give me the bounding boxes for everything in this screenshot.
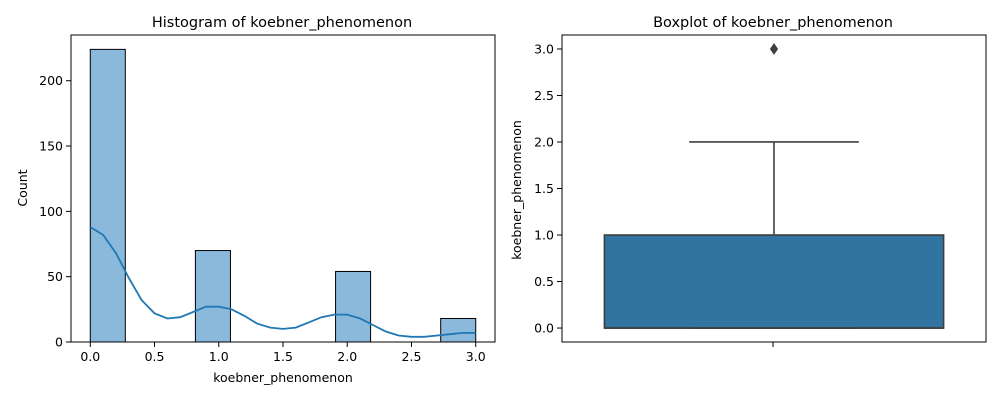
histogram-y-ticks: 0 50 100 150 200 xyxy=(39,73,71,350)
histogram-x-tick-label-3: 1.5 xyxy=(273,349,293,364)
histogram-bar-2 xyxy=(335,270,372,343)
histogram-bar-3 xyxy=(440,317,477,343)
histogram-y-tick-label-2: 100 xyxy=(39,204,63,219)
boxplot-box xyxy=(603,234,945,329)
histogram-x-tick-label-5: 2.5 xyxy=(402,349,422,364)
histogram-bar-0 xyxy=(89,48,126,343)
histogram-x-tick-label-0: 0.0 xyxy=(80,349,100,364)
boxplot-y-ticks: 0.0 0.5 1.0 1.5 2.0 2.5 3.0 xyxy=(534,41,562,336)
histogram-y-label: Count xyxy=(15,169,30,206)
histogram-y-tick-label-4: 200 xyxy=(39,73,63,88)
histogram-x-tick-label-1: 0.5 xyxy=(145,349,165,364)
boxplot-title: Boxplot of koebner_phenomenon xyxy=(653,15,893,31)
histogram-panel: Histogram of koebner_phenomenon 0.0 0.5 1.… xyxy=(15,15,496,385)
boxplot-y-tick-label-0: 0.0 xyxy=(534,321,554,336)
boxplot-box-group xyxy=(603,43,945,329)
kde-line xyxy=(89,226,476,338)
histogram-y-tick-label-0: 0 xyxy=(55,335,63,350)
boxplot-panel: Boxplot of koebner_phenomenon 0.0 0.5 1.0 1… xyxy=(509,15,987,347)
histogram-y-tick-label-3: 150 xyxy=(39,139,63,154)
boxplot-y-tick-label-6: 3.0 xyxy=(534,41,554,56)
histogram-x-tick-label-4: 2.0 xyxy=(337,349,357,364)
boxplot-y-tick-label-5: 2.5 xyxy=(534,88,554,103)
histogram-x-ticks: 0.0 0.5 1.0 1.5 2.0 2.5 3.0 xyxy=(80,342,486,364)
histogram-bar-1 xyxy=(194,250,231,343)
boxplot-y-tick-label-2: 1.0 xyxy=(534,228,554,243)
boxplot-y-tick-label-1: 0.5 xyxy=(534,274,554,289)
histogram-axes-frame xyxy=(70,34,496,343)
histogram-x-tick-label-6: 3.0 xyxy=(466,349,486,364)
histogram-title: Histogram of koebner_phenomenon xyxy=(152,15,412,31)
boxplot-y-label: koebner_phenomenon xyxy=(509,120,524,260)
histogram-x-label: koebner_phenomenon xyxy=(213,370,353,385)
histogram-x-tick-label-2: 1.0 xyxy=(209,349,229,364)
boxplot-y-tick-label-4: 2.0 xyxy=(534,134,554,149)
histogram-bars xyxy=(89,48,477,343)
boxplot-y-tick-label-3: 1.5 xyxy=(534,181,554,196)
histogram-y-tick-label-1: 50 xyxy=(47,269,63,284)
boxplot-outlier-0 xyxy=(769,43,779,55)
